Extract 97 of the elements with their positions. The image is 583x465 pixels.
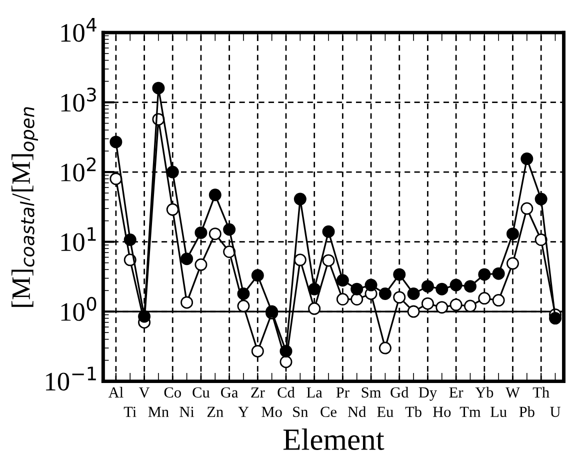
point: [407, 287, 420, 300]
point: [450, 298, 462, 312]
point: [492, 294, 505, 307]
x-tick-label: Pr: [336, 387, 350, 398]
point: [294, 254, 306, 266]
point: [308, 302, 321, 315]
point: [378, 287, 392, 300]
point: [393, 268, 406, 281]
point: [350, 293, 364, 306]
point: [166, 203, 179, 216]
x-tick-label: Th: [532, 386, 550, 398]
x-tick-label: V: [138, 387, 150, 398]
point: [450, 278, 462, 292]
x-tick-label: Pb: [519, 406, 534, 418]
x-tick-label: Ho: [432, 406, 451, 418]
point: [194, 258, 208, 271]
x-tick-label: Y: [238, 406, 249, 417]
x-tick-label: Co: [164, 387, 181, 398]
x-tick-label: Al: [108, 386, 124, 398]
point: [421, 280, 434, 293]
x-tick-label: Cd: [278, 386, 295, 398]
point: [294, 192, 306, 206]
point: [308, 282, 321, 296]
point: [251, 344, 264, 358]
point: [534, 234, 548, 246]
point: [138, 310, 151, 323]
point: [506, 257, 519, 270]
x-tick-label: Ti: [124, 406, 136, 417]
point: [393, 291, 406, 304]
x-tick-label: Tm: [460, 406, 481, 417]
y-tick-label: 10$^{4}$: [61, 18, 96, 42]
y-axis-title: [M]$_{coastal}$/[M]$_{open}$: [11, 107, 38, 307]
x-tick-label: Nd: [348, 406, 366, 418]
point: [152, 82, 165, 94]
point: [478, 268, 491, 281]
x-tick-label: Mo: [262, 406, 282, 418]
point: [208, 228, 222, 240]
point: [322, 254, 335, 267]
point: [421, 297, 434, 310]
x-tick-label: U: [550, 406, 560, 418]
point: [549, 312, 562, 325]
point: [322, 225, 335, 238]
point: [237, 300, 250, 312]
x-axis-title: Element: [283, 428, 384, 450]
point: [534, 192, 548, 206]
x-tick-label: La: [306, 387, 322, 398]
x-tick-label: Lu: [490, 406, 507, 418]
x-tick-label: Mn: [148, 406, 169, 417]
point: [436, 282, 448, 296]
point: [180, 296, 194, 309]
point: [478, 292, 491, 305]
x-tick-label: Zn: [207, 406, 224, 417]
x-tick-label: Sn: [293, 406, 308, 418]
point: [110, 136, 122, 148]
y-tick-label: 10$^{2}$: [61, 157, 96, 182]
point: [280, 356, 292, 368]
point: [407, 305, 420, 318]
x-tick-label: Zr: [251, 387, 265, 398]
x-tick-label: Dy: [418, 387, 437, 401]
point: [350, 282, 364, 296]
y-tick-label: 10$^{3}$: [61, 88, 96, 112]
point: [364, 278, 378, 292]
x-tick-label: Ni: [180, 406, 194, 417]
x-tick-label: Gd: [390, 386, 409, 398]
point: [492, 267, 505, 280]
x-tick-label: Sm: [362, 387, 381, 398]
point: [436, 301, 448, 314]
point: [223, 223, 236, 236]
x-tick-label: W: [506, 387, 520, 398]
y-tick-label: 10$^{−1}$: [46, 366, 96, 391]
point: [464, 300, 476, 312]
point: [237, 287, 250, 300]
x-tick-label: Cu: [192, 387, 210, 398]
x-tick-label: Tb: [405, 406, 422, 418]
point: [336, 293, 349, 306]
point: [180, 252, 194, 266]
x-tick-label: Yb: [475, 386, 494, 398]
point: [251, 269, 264, 282]
point: [223, 246, 236, 258]
point: [506, 228, 519, 240]
point: [378, 342, 392, 354]
x-tick-label: Eu: [377, 406, 394, 418]
point: [520, 152, 534, 166]
point: [110, 172, 122, 186]
point: [208, 188, 222, 202]
x-tick-label: Ga: [221, 387, 238, 398]
x-tick-label: Er: [449, 387, 464, 398]
x-tick-label: Ce: [320, 406, 336, 418]
point: [166, 166, 179, 178]
point: [464, 280, 476, 293]
y-tick-label: 10$^{1}$: [61, 227, 96, 252]
point: [520, 202, 534, 215]
y-tick-label: 10$^{0}$: [61, 296, 96, 321]
point: [280, 344, 292, 358]
point: [124, 234, 136, 246]
point: [194, 226, 208, 239]
point: [336, 274, 349, 287]
